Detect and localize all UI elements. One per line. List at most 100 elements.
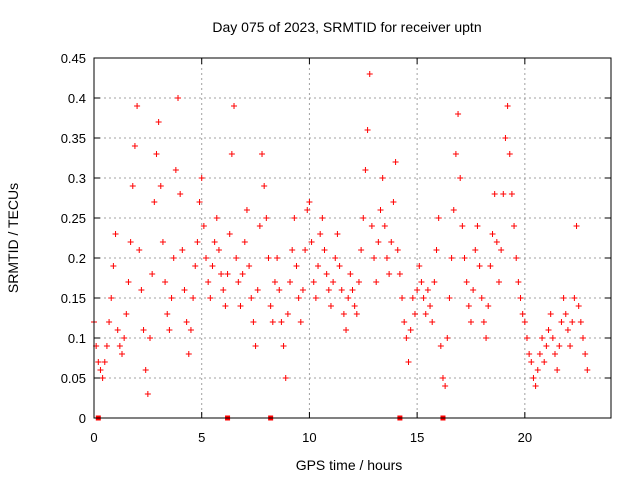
data-point <box>269 319 276 325</box>
data-point <box>480 319 487 325</box>
data-point <box>379 175 386 181</box>
axis-ticks <box>93 57 611 419</box>
data-point <box>235 279 242 285</box>
data-point <box>321 247 328 253</box>
data-point <box>123 311 130 317</box>
data-point <box>530 375 537 381</box>
data-point <box>381 223 388 229</box>
y-tick-label: 0.05 <box>61 371 86 386</box>
data-point <box>243 207 250 213</box>
data-point <box>519 311 526 317</box>
data-point <box>349 287 356 293</box>
data-point <box>401 319 408 325</box>
data-point <box>203 255 210 261</box>
data-point <box>427 303 434 309</box>
data-point <box>420 295 427 301</box>
data-point <box>177 191 184 197</box>
data-point <box>582 351 589 357</box>
data-point <box>543 343 550 349</box>
data-point <box>218 271 225 277</box>
data-point <box>360 215 367 221</box>
data-point <box>364 127 371 133</box>
data-point <box>493 239 500 245</box>
data-point <box>459 223 466 229</box>
data-point <box>547 311 554 317</box>
data-point <box>162 279 169 285</box>
data-point <box>185 351 192 357</box>
data-point <box>241 239 248 245</box>
data-point <box>377 207 384 213</box>
data-point <box>330 279 337 285</box>
data-point <box>205 279 212 285</box>
data-point <box>198 175 205 181</box>
data-point <box>338 287 345 293</box>
chart-title: Day 075 of 2023, SRMTID for receiver upt… <box>212 19 481 35</box>
data-point <box>284 311 291 317</box>
data-point <box>495 279 502 285</box>
data-point <box>340 311 347 317</box>
data-point <box>101 359 108 365</box>
data-point <box>504 103 511 109</box>
data-point <box>573 223 580 229</box>
data-point <box>513 255 520 261</box>
data-point <box>194 239 201 245</box>
data-point <box>551 351 558 357</box>
data-point <box>545 327 552 333</box>
data-point <box>452 151 459 157</box>
data-point <box>213 215 220 221</box>
data-point <box>489 231 496 237</box>
data-point <box>140 327 147 333</box>
data-point <box>306 199 313 205</box>
data-point <box>399 295 406 301</box>
data-point <box>353 311 360 317</box>
data-point <box>153 151 160 157</box>
data-point <box>289 247 296 253</box>
data-point <box>358 247 365 253</box>
data-point <box>444 335 451 341</box>
x-tick-label: 5 <box>198 430 205 445</box>
data-point <box>567 343 574 349</box>
data-point <box>528 359 535 365</box>
data-point <box>319 215 326 221</box>
data-point <box>263 215 270 221</box>
data-point <box>237 303 244 309</box>
data-point <box>371 255 378 261</box>
data-point <box>577 319 584 325</box>
data-point <box>433 247 440 253</box>
data-point <box>564 327 571 333</box>
data-point <box>297 319 304 325</box>
data-point <box>181 287 188 293</box>
data-point <box>280 343 287 349</box>
data-point <box>144 391 151 397</box>
data-point <box>450 207 457 213</box>
data-point <box>304 207 311 213</box>
data-point <box>211 239 218 245</box>
data-point <box>317 231 324 237</box>
data-point <box>467 319 474 325</box>
data-point <box>422 311 429 317</box>
data-point <box>515 279 522 285</box>
data-point <box>407 327 414 333</box>
data-point <box>448 255 455 261</box>
data-point <box>474 223 481 229</box>
data-point <box>209 263 216 269</box>
data-point <box>323 271 330 277</box>
data-point <box>276 287 283 293</box>
data-point <box>478 295 485 301</box>
data-point <box>192 263 199 269</box>
data-point <box>125 279 132 285</box>
x-tick-label: 15 <box>410 430 424 445</box>
data-point <box>110 263 117 269</box>
data-point <box>207 295 214 301</box>
y-tick-label: 0.2 <box>68 251 86 266</box>
data-point <box>383 255 390 261</box>
data-point <box>179 247 186 253</box>
tick-labels: 0 0.05 0.1 0.15 0.2 0.25 0.3 0.35 0.4 0.45 0 5 10 15 2… <box>61 51 532 445</box>
data-point <box>483 335 490 341</box>
data-point <box>414 287 421 293</box>
data-point <box>539 335 546 341</box>
data-point <box>375 239 382 245</box>
data-point <box>446 295 453 301</box>
data-point <box>99 375 106 381</box>
